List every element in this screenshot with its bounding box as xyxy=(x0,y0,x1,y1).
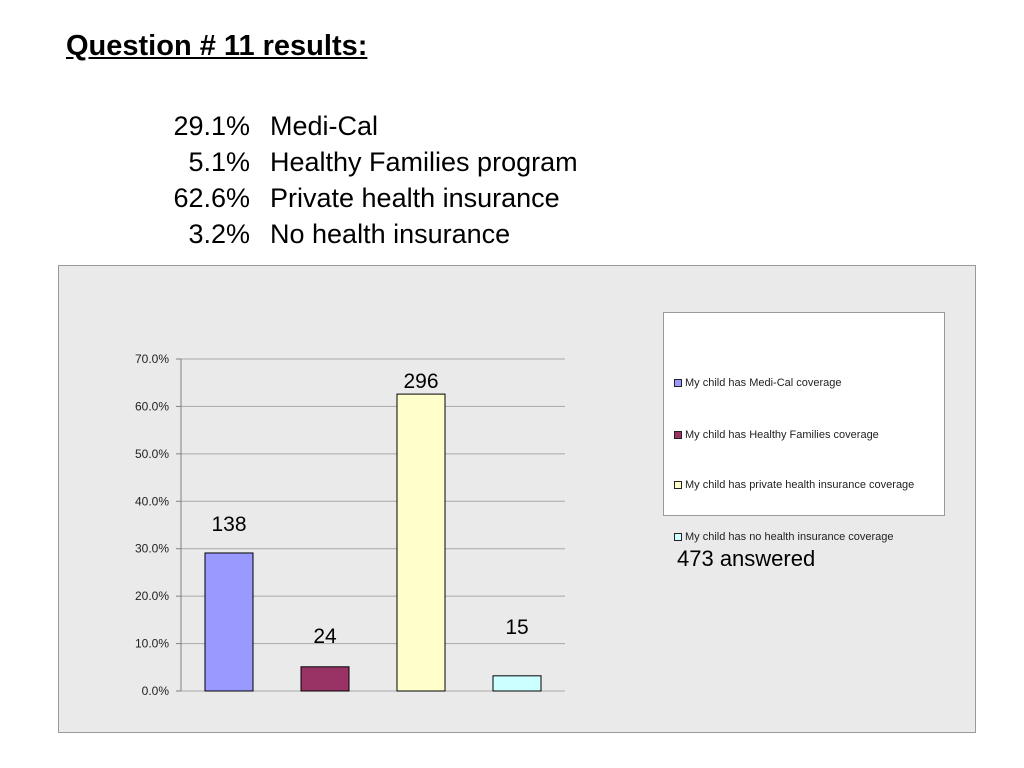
y-tick-label: 20.0% xyxy=(135,589,169,603)
summary-row: 3.2% No health insurance xyxy=(150,216,578,252)
bar-chart: 0.0% 10.0% 20.0% 30.0% 40.0% 50.0% 60.0% 70.0% 1… xyxy=(135,352,565,698)
y-tick-label: 60.0% xyxy=(135,399,169,413)
legend-label: My child has no health insurance coverag… xyxy=(685,531,894,543)
legend-swatch xyxy=(674,481,682,489)
legend-item: My child has private health insurance co… xyxy=(674,479,914,491)
legend-item: My child has no health insurance coverag… xyxy=(674,531,894,543)
summary-row: 29.1% Medi-Cal xyxy=(150,108,578,144)
bar xyxy=(492,675,542,692)
bar-data-label: 24 xyxy=(313,625,337,648)
legend-item: My child has Healthy Families coverage xyxy=(674,429,879,441)
bar-data-label: 296 xyxy=(403,370,438,393)
summary-label: Healthy Families program xyxy=(270,146,578,177)
y-tick-label: 10.0% xyxy=(135,637,169,651)
page-title: Question # 11 results: xyxy=(66,30,368,62)
bar xyxy=(396,393,446,692)
summary-row: 5.1% Healthy Families program xyxy=(150,144,578,180)
legend-item: My child has Medi-Cal coverage xyxy=(674,377,842,389)
y-tick-label: 40.0% xyxy=(135,494,169,508)
y-tick-label: 0.0% xyxy=(142,684,170,698)
summary-percent: 62.6% xyxy=(173,182,250,213)
bar xyxy=(300,666,350,692)
summary-percent: 5.1% xyxy=(188,146,250,177)
summary-row: 62.6% Private health insurance xyxy=(150,180,578,216)
chart-panel: 0.0% 10.0% 20.0% 30.0% 40.0% 50.0% 60.0% 70.0% 1… xyxy=(58,265,976,733)
legend-swatch xyxy=(674,533,682,541)
summary-percent: 3.2% xyxy=(188,218,250,249)
summary-label: No health insurance xyxy=(270,218,511,249)
y-tick-label: 30.0% xyxy=(135,542,169,556)
y-tick-label: 70.0% xyxy=(135,352,169,366)
legend-label: My child has Medi-Cal coverage xyxy=(685,377,842,389)
results-summary: 29.1% Medi-Cal 5.1% Healthy Families pro… xyxy=(150,108,578,252)
legend-label: My child has private health insurance co… xyxy=(685,479,915,491)
bar-data-label: 138 xyxy=(211,513,246,536)
bar-data-label: 15 xyxy=(505,616,528,639)
y-tick-label: 50.0% xyxy=(135,447,169,461)
summary-percent: 29.1% xyxy=(173,110,250,141)
answered-count: 473 answered xyxy=(677,546,816,571)
bar xyxy=(204,552,254,692)
legend-swatch xyxy=(674,379,682,387)
legend-swatch xyxy=(674,431,682,439)
summary-label: Medi-Cal xyxy=(270,110,379,141)
legend-label: My child has Healthy Families coverage xyxy=(685,429,879,441)
summary-label: Private health insurance xyxy=(270,182,560,213)
chart-legend: My child has Medi-Cal coverage My child … xyxy=(663,312,945,543)
